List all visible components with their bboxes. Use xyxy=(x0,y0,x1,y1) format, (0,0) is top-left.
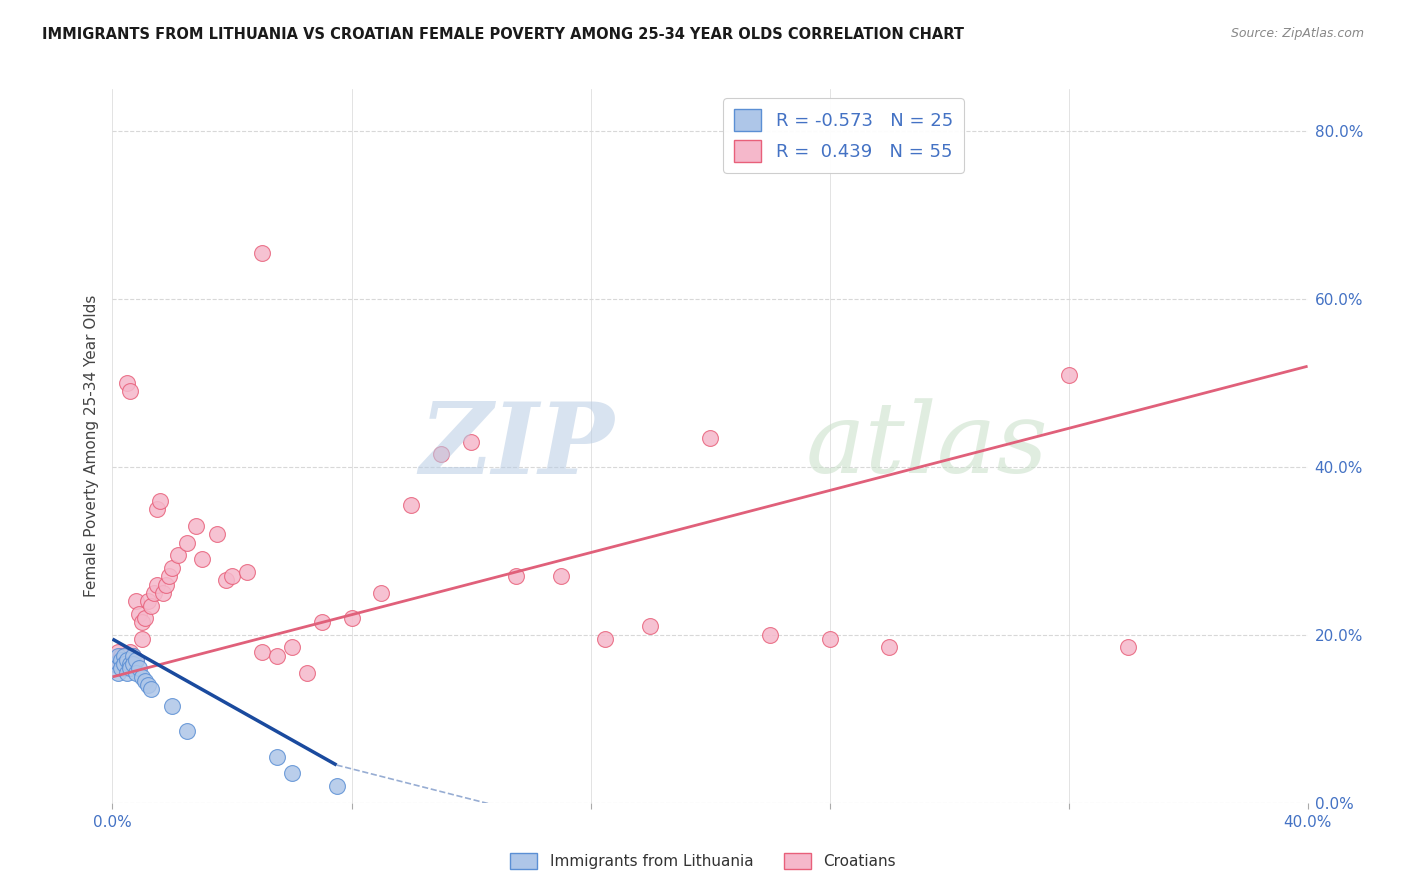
Point xyxy=(505,569,527,583)
Point xyxy=(114,657,135,672)
Point xyxy=(125,594,148,608)
Point xyxy=(131,632,153,646)
Point xyxy=(122,648,145,663)
Point xyxy=(152,586,174,600)
Point xyxy=(157,569,180,583)
Point xyxy=(120,657,142,672)
Point xyxy=(281,766,304,780)
Point xyxy=(107,665,129,680)
Point xyxy=(117,376,139,390)
Point xyxy=(117,665,139,680)
Text: IMMIGRANTS FROM LITHUANIA VS CROATIAN FEMALE POVERTY AMONG 25-34 YEAR OLDS CORRE: IMMIGRANTS FROM LITHUANIA VS CROATIAN FE… xyxy=(42,27,965,42)
Point xyxy=(250,246,273,260)
Point xyxy=(236,565,259,579)
Point xyxy=(186,518,208,533)
Point xyxy=(146,502,169,516)
Point xyxy=(122,648,145,663)
Point xyxy=(176,724,198,739)
Text: atlas: atlas xyxy=(806,399,1049,493)
Text: Source: ZipAtlas.com: Source: ZipAtlas.com xyxy=(1230,27,1364,40)
Point xyxy=(1057,368,1080,382)
Point xyxy=(818,632,841,646)
Point xyxy=(117,653,139,667)
Point xyxy=(162,699,183,714)
Point xyxy=(149,493,172,508)
Legend: R = -0.573   N = 25, R =  0.439   N = 55: R = -0.573 N = 25, R = 0.439 N = 55 xyxy=(724,98,965,173)
Point xyxy=(114,661,135,675)
Point xyxy=(107,645,129,659)
Point xyxy=(104,657,127,672)
Point xyxy=(125,653,148,667)
Point xyxy=(110,648,132,663)
Point xyxy=(759,628,782,642)
Point xyxy=(595,632,617,646)
Point xyxy=(250,645,273,659)
Point xyxy=(266,749,288,764)
Point xyxy=(104,657,127,672)
Point xyxy=(120,645,142,659)
Point xyxy=(138,678,160,692)
Point xyxy=(325,779,347,793)
Point xyxy=(134,674,156,689)
Point xyxy=(141,682,163,697)
Point xyxy=(295,665,318,680)
Point xyxy=(138,594,160,608)
Point xyxy=(266,648,288,663)
Legend: Immigrants from Lithuania, Croatians: Immigrants from Lithuania, Croatians xyxy=(503,847,903,875)
Point xyxy=(205,527,228,541)
Point xyxy=(430,447,453,461)
Point xyxy=(125,665,148,680)
Point xyxy=(460,434,482,449)
Point xyxy=(128,661,150,675)
Point xyxy=(221,569,243,583)
Point xyxy=(311,615,333,630)
Point xyxy=(155,577,177,591)
Point xyxy=(550,569,572,583)
Point xyxy=(640,619,662,633)
Text: ZIP: ZIP xyxy=(419,398,614,494)
Y-axis label: Female Poverty Among 25-34 Year Olds: Female Poverty Among 25-34 Year Olds xyxy=(83,295,98,597)
Point xyxy=(120,661,142,675)
Point xyxy=(125,653,148,667)
Point xyxy=(699,431,721,445)
Point xyxy=(191,552,214,566)
Point xyxy=(131,615,153,630)
Point xyxy=(281,640,304,655)
Point xyxy=(128,607,150,621)
Point xyxy=(176,535,198,549)
Point xyxy=(110,661,132,675)
Point xyxy=(107,648,129,663)
Point xyxy=(122,657,145,672)
Point xyxy=(143,586,166,600)
Point xyxy=(110,653,132,667)
Point xyxy=(1118,640,1140,655)
Point xyxy=(117,653,139,667)
Point xyxy=(146,577,169,591)
Point xyxy=(120,384,142,399)
Point xyxy=(340,611,363,625)
Point xyxy=(879,640,901,655)
Point xyxy=(215,574,238,588)
Point xyxy=(167,548,190,562)
Point xyxy=(134,611,156,625)
Point xyxy=(141,599,163,613)
Point xyxy=(370,586,392,600)
Point xyxy=(122,657,145,672)
Point xyxy=(401,498,423,512)
Point xyxy=(162,560,183,574)
Point xyxy=(131,670,153,684)
Point xyxy=(114,648,135,663)
